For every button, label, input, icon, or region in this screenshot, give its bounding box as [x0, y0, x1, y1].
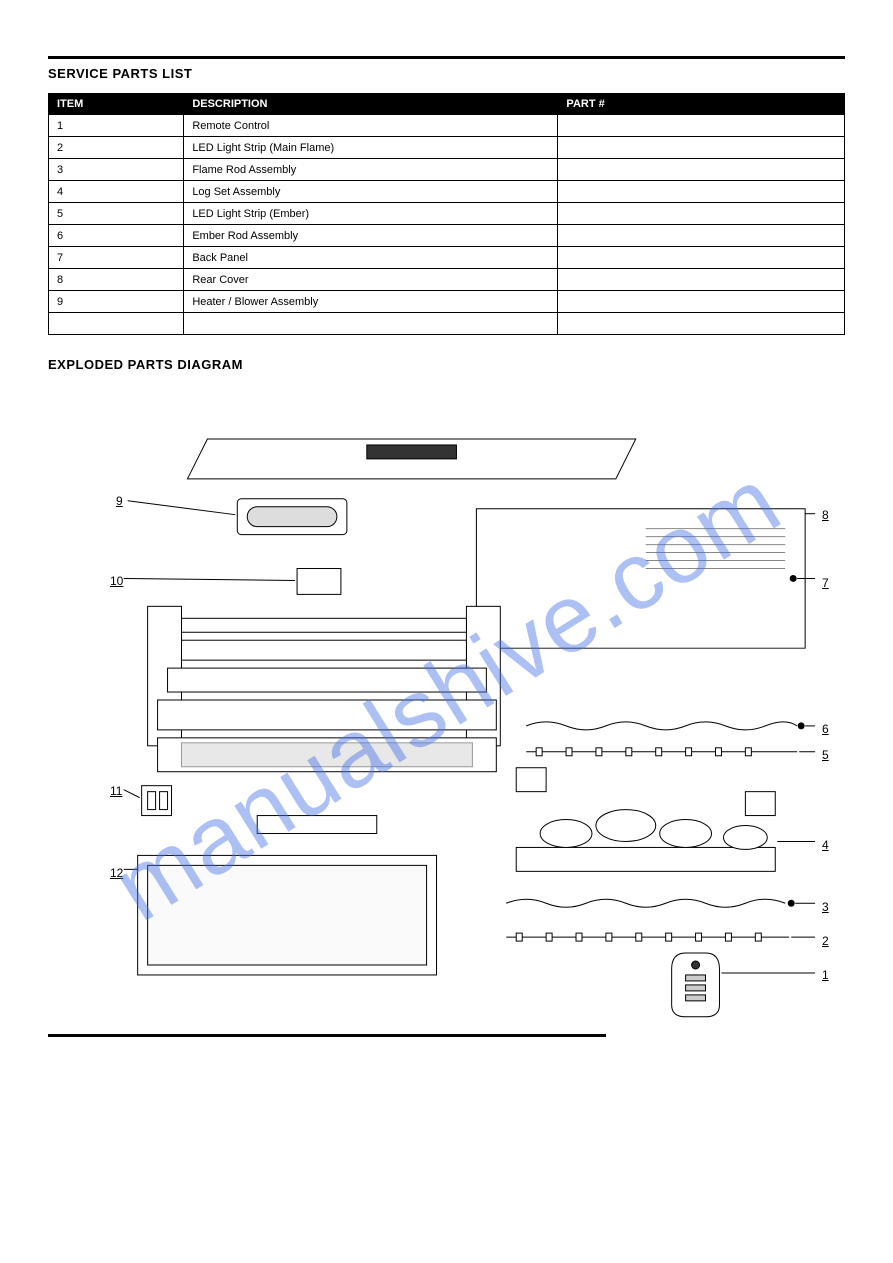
cell-item: 1 [49, 115, 184, 137]
cell-desc: Rear Cover [184, 269, 558, 291]
cell-item: 5 [49, 203, 184, 225]
parts-table: ITEM DESCRIPTION PART # 1 Remote Control… [48, 93, 845, 335]
cell-desc [184, 313, 558, 335]
cell-part [558, 203, 845, 225]
table-row: 4 Log Set Assembly [49, 181, 845, 203]
table-row [49, 313, 845, 335]
callout-5: 5 [820, 748, 831, 762]
cell-item: 9 [49, 291, 184, 313]
table-header-row: ITEM DESCRIPTION PART # [49, 94, 845, 115]
footer-rule [48, 1034, 606, 1037]
cell-part [558, 159, 845, 181]
cell-item: 4 [49, 181, 184, 203]
callout-9: 9 [114, 494, 125, 508]
cell-part [558, 313, 845, 335]
cell-desc: Log Set Assembly [184, 181, 558, 203]
callout-7: 7 [820, 576, 831, 590]
cell-desc: Back Panel [184, 247, 558, 269]
diagram-title: EXPLODED PARTS DIAGRAM [48, 357, 845, 372]
exploded-diagram: 1 2 3 4 5 6 7 8 9 10 11 12 [48, 378, 845, 1018]
cell-part [558, 247, 845, 269]
callout-11: 11 [108, 784, 124, 798]
callout-8: 8 [820, 508, 831, 522]
cell-item: 3 [49, 159, 184, 181]
cell-item: 7 [49, 247, 184, 269]
table-row: 9 Heater / Blower Assembly [49, 291, 845, 313]
page-title: SERVICE PARTS LIST [48, 66, 192, 81]
table-row: 8 Rear Cover [49, 269, 845, 291]
cell-desc: Heater / Blower Assembly [184, 291, 558, 313]
callout-1: 1 [820, 968, 831, 982]
callout-4: 4 [820, 838, 831, 852]
callout-6: 6 [820, 722, 831, 736]
th-item: ITEM [49, 94, 184, 115]
callout-10: 10 [108, 574, 125, 588]
table-row: 3 Flame Rod Assembly [49, 159, 845, 181]
cell-item: 2 [49, 137, 184, 159]
table-row: 6 Ember Rod Assembly [49, 225, 845, 247]
th-part: PART # [558, 94, 845, 115]
cell-part [558, 181, 845, 203]
table-row: 1 Remote Control [49, 115, 845, 137]
cell-part [558, 291, 845, 313]
cell-item: 8 [49, 269, 184, 291]
table-row: 7 Back Panel [49, 247, 845, 269]
diagram-svg [48, 378, 845, 1018]
cell-desc: Remote Control [184, 115, 558, 137]
cell-desc: LED Light Strip (Ember) [184, 203, 558, 225]
title-bar: SERVICE PARTS LIST [48, 56, 845, 83]
cell-desc: Ember Rod Assembly [184, 225, 558, 247]
callout-3: 3 [820, 900, 831, 914]
table-row: 5 LED Light Strip (Ember) [49, 203, 845, 225]
callout-12: 12 [108, 866, 125, 880]
cell-desc: LED Light Strip (Main Flame) [184, 137, 558, 159]
th-desc: DESCRIPTION [184, 94, 558, 115]
table-row: 2 LED Light Strip (Main Flame) [49, 137, 845, 159]
cell-part [558, 137, 845, 159]
cell-part [558, 225, 845, 247]
cell-part [558, 269, 845, 291]
cell-item: 6 [49, 225, 184, 247]
cell-desc: Flame Rod Assembly [184, 159, 558, 181]
cell-part [558, 115, 845, 137]
cell-item [49, 313, 184, 335]
callout-2: 2 [820, 934, 831, 948]
